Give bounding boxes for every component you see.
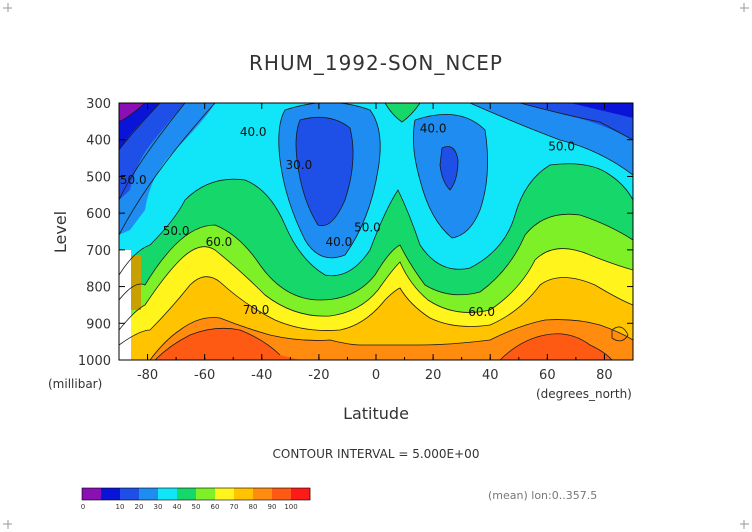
missing-data-patch	[119, 250, 131, 360]
colorbar-tick-label: 40	[173, 503, 182, 511]
x-tick-label: -80	[137, 368, 158, 383]
contour-label: 60.0	[206, 235, 233, 249]
colorbar-tick-label: 70	[230, 503, 239, 511]
region-10-20-left	[119, 103, 145, 122]
hatch-patch	[131, 255, 141, 310]
contour-label: 70.0	[243, 303, 270, 317]
colorbar-swatch	[82, 488, 102, 500]
contour-interval-text: CONTOUR INTERVAL = 5.000E+00	[273, 447, 480, 461]
contour-label: 60.0	[468, 305, 495, 319]
contour-label-group: 40.050.050.060.070.030.040.050.040.050.0…	[120, 121, 575, 319]
y-tick-label: 900	[86, 317, 111, 332]
colorbar-tick-label: 0	[81, 503, 85, 511]
y-tick-label: 700	[86, 244, 111, 259]
region-20-30-right	[570, 103, 633, 118]
colorbar-tick-label: 20	[135, 503, 144, 511]
y-tick-label: 300	[86, 97, 111, 112]
plot-area: 40.050.050.060.070.030.040.050.040.050.0…	[119, 103, 633, 360]
colorbar-swatch	[196, 488, 216, 500]
colorbar-tick-label: 100	[284, 503, 297, 511]
contour-label: 40.0	[326, 235, 353, 249]
colorbar-swatch	[120, 488, 140, 500]
colorbar-swatch	[139, 488, 159, 500]
y-axis: 300 400 500 600 700 800 900 1000	[78, 97, 633, 369]
colorbar-swatch	[291, 488, 311, 500]
contour-label: 40.0	[240, 125, 267, 139]
contour-label: 50.0	[120, 173, 147, 187]
colorbar-tick-label: 30	[154, 503, 163, 511]
contour-label: 30.0	[286, 158, 313, 172]
contour-label: 50.0	[354, 221, 381, 235]
y-tick-label: 800	[86, 281, 111, 296]
x-axis-unit: (degrees_north)	[536, 387, 632, 401]
x-tick-label: 60	[539, 368, 556, 383]
y-tick-label: 500	[86, 170, 111, 185]
colorbar-tick-label: 10	[116, 503, 125, 511]
y-tick-label: 400	[86, 134, 111, 149]
x-tick-label: 40	[482, 368, 499, 383]
x-tick-label: 20	[425, 368, 442, 383]
y-tick-label: 600	[86, 207, 111, 222]
well-30-north	[440, 146, 458, 190]
y-axis-unit: (millibar)	[48, 377, 102, 391]
x-tick-label: -40	[251, 368, 272, 383]
x-axis: -80 -60 -40 -20 0 20 40 60 80	[118, 103, 634, 383]
colorbar-swatch	[215, 488, 235, 500]
x-tick-label: -20	[308, 368, 329, 383]
band-red	[155, 328, 612, 360]
well-30-south	[296, 117, 354, 226]
colorbar-swatch	[234, 488, 254, 500]
colorbar-tick-label: 80	[249, 503, 258, 511]
chart-title: RHUM_1992-SON_NCEP	[249, 51, 503, 75]
colorbar-tick-label: 60	[211, 503, 220, 511]
colorbar-swatch	[272, 488, 292, 500]
colorbar-swatch	[158, 488, 178, 500]
colorbar-frame	[81, 487, 311, 501]
colorbar: 0 10 20 30 40 50 60 70 80 90 100	[81, 487, 311, 511]
y-axis-label: Level	[51, 211, 70, 253]
x-tick-label: -60	[194, 368, 215, 383]
page-corner-marks	[3, 3, 749, 529]
x-axis-label: Latitude	[343, 404, 409, 423]
contour-label: 50.0	[548, 140, 575, 154]
colorbar-swatch	[101, 488, 121, 500]
contour-label: 40.0	[420, 121, 447, 135]
contour-lines	[119, 103, 633, 360]
contour-label: 50.0	[163, 224, 190, 238]
colorbar-tick-label: 50	[192, 503, 201, 511]
y-tick-label: 1000	[78, 354, 111, 369]
x-tick-label: 0	[372, 368, 380, 383]
top-green-equator	[385, 103, 420, 122]
colorbar-swatch	[253, 488, 273, 500]
x-tick-label: 80	[596, 368, 613, 383]
footer-text: (mean) lon:0..357.5	[488, 489, 597, 502]
colorbar-tick-label: 90	[268, 503, 277, 511]
region-30-40-right	[520, 103, 633, 140]
colorbar-swatch	[177, 488, 197, 500]
